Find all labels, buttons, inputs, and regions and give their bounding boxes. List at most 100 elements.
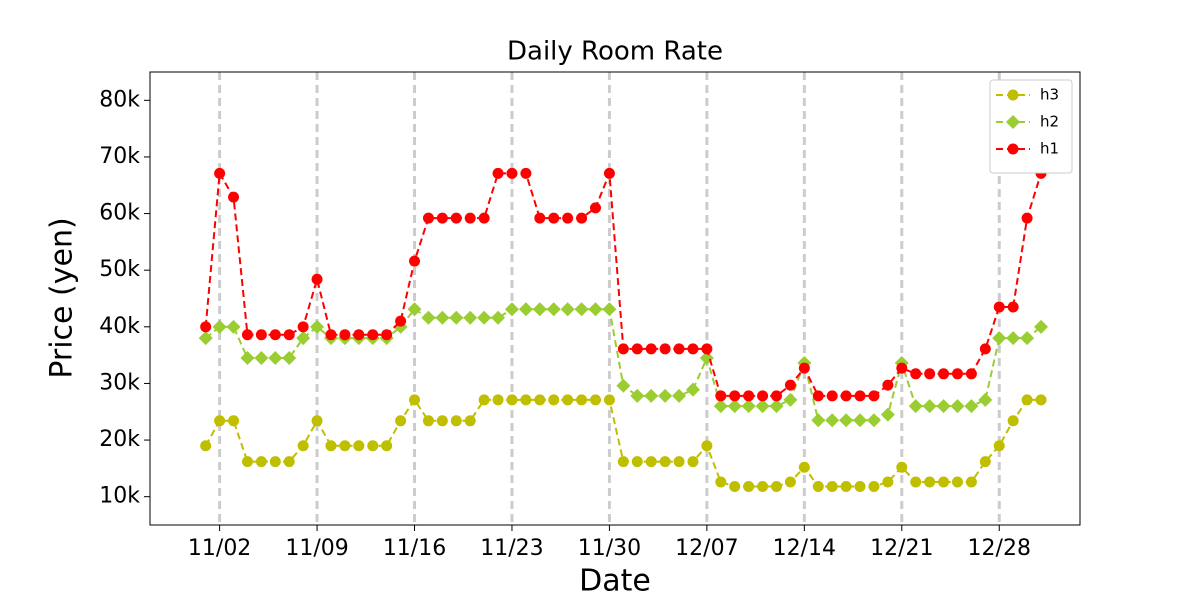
marker xyxy=(645,343,657,355)
marker xyxy=(367,329,379,341)
marker xyxy=(269,329,281,341)
marker xyxy=(798,461,810,473)
marker xyxy=(311,273,323,285)
marker xyxy=(576,394,588,406)
marker xyxy=(826,480,838,492)
marker xyxy=(644,388,659,403)
marker xyxy=(922,399,937,414)
marker xyxy=(518,302,533,317)
y-tick-label: 20k xyxy=(99,427,140,452)
marker xyxy=(200,440,212,452)
marker xyxy=(241,456,253,468)
marker xyxy=(381,329,393,341)
marker xyxy=(908,399,923,414)
marker xyxy=(880,407,895,422)
marker xyxy=(478,394,490,406)
marker xyxy=(282,350,297,365)
marker xyxy=(1035,394,1047,406)
marker xyxy=(672,388,687,403)
marker xyxy=(617,456,629,468)
marker xyxy=(311,415,323,427)
marker xyxy=(659,456,671,468)
marker xyxy=(1007,89,1019,101)
marker xyxy=(562,212,574,224)
marker xyxy=(910,368,922,380)
series-line xyxy=(204,170,1042,397)
marker xyxy=(381,440,393,452)
marker xyxy=(811,413,826,428)
marker xyxy=(798,362,810,374)
marker xyxy=(506,394,518,406)
x-tick-label: 12/14 xyxy=(773,536,836,561)
marker xyxy=(283,329,295,341)
marker xyxy=(353,440,365,452)
marker xyxy=(840,480,852,492)
marker xyxy=(1021,394,1033,406)
marker xyxy=(853,413,868,428)
marker xyxy=(297,440,309,452)
marker xyxy=(576,212,588,224)
marker xyxy=(296,331,311,346)
marker xyxy=(520,394,532,406)
marker xyxy=(395,415,407,427)
marker xyxy=(532,302,547,317)
marker xyxy=(534,394,546,406)
marker xyxy=(254,350,269,365)
marker xyxy=(701,440,713,452)
marker xyxy=(435,310,450,325)
marker xyxy=(825,413,840,428)
marker xyxy=(741,399,756,414)
marker xyxy=(840,390,852,402)
marker xyxy=(687,456,699,468)
marker xyxy=(450,212,462,224)
marker xyxy=(422,415,434,427)
y-tick-label: 50k xyxy=(99,257,140,282)
marker xyxy=(436,415,448,427)
marker xyxy=(896,461,908,473)
x-tick-label: 12/07 xyxy=(675,536,738,561)
plot-frame xyxy=(149,71,1081,526)
y-tick-label: 70k xyxy=(99,144,140,169)
marker xyxy=(713,399,728,414)
marker xyxy=(882,476,894,488)
marker xyxy=(630,388,645,403)
marker xyxy=(993,440,1005,452)
y-axis-label: Price (yen) xyxy=(45,217,80,378)
marker xyxy=(214,167,226,179)
marker xyxy=(546,302,561,317)
marker xyxy=(464,415,476,427)
marker xyxy=(936,399,951,414)
marker xyxy=(255,329,267,341)
marker xyxy=(784,379,796,391)
marker xyxy=(854,390,866,402)
marker xyxy=(492,167,504,179)
marker xyxy=(715,476,727,488)
marker xyxy=(673,343,685,355)
marker xyxy=(755,399,770,414)
marker xyxy=(839,413,854,428)
y-tick-label: 60k xyxy=(99,201,140,226)
marker xyxy=(268,350,283,365)
marker xyxy=(951,476,963,488)
marker xyxy=(896,362,908,374)
marker xyxy=(241,329,253,341)
marker xyxy=(325,440,337,452)
marker xyxy=(1007,143,1019,155)
y-tick-label: 30k xyxy=(99,370,140,395)
marker xyxy=(743,390,755,402)
marker xyxy=(631,456,643,468)
marker xyxy=(1007,301,1019,313)
marker xyxy=(687,343,699,355)
marker xyxy=(548,394,560,406)
marker xyxy=(1006,115,1020,129)
marker xyxy=(826,390,838,402)
marker xyxy=(769,399,784,414)
marker xyxy=(477,310,492,325)
x-tick-label: 11/09 xyxy=(285,536,348,561)
marker xyxy=(422,212,434,224)
marker xyxy=(924,476,936,488)
marker xyxy=(297,321,309,333)
marker xyxy=(812,390,824,402)
marker xyxy=(478,212,490,224)
marker xyxy=(1034,319,1049,334)
